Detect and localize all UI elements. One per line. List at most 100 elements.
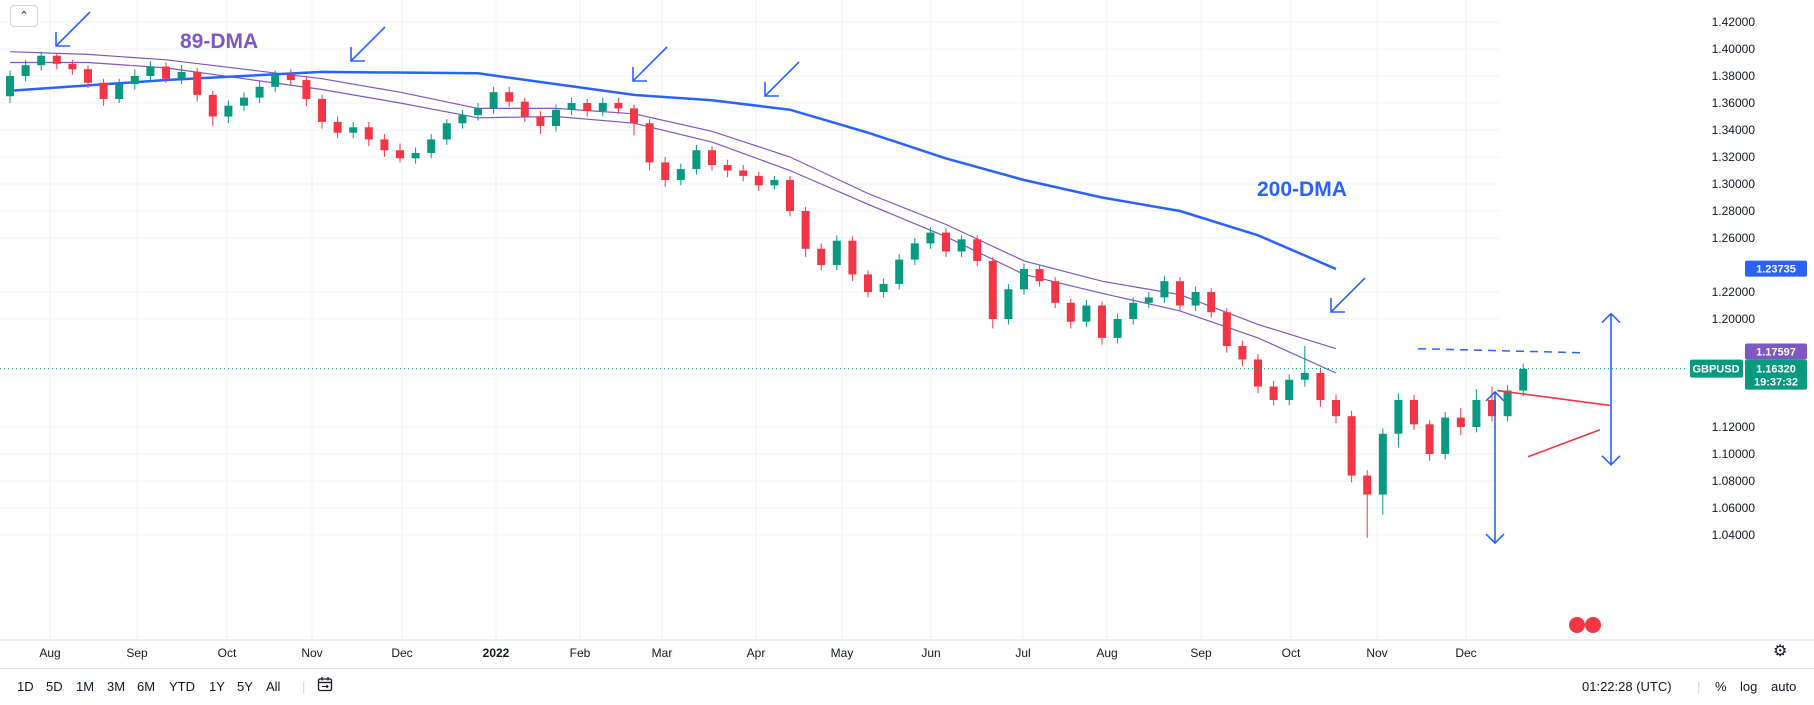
candle-body bbox=[240, 97, 248, 106]
range-1y[interactable]: 1Y bbox=[209, 679, 225, 694]
candle-body bbox=[598, 103, 607, 112]
y-tick-label: 1.20000 bbox=[1712, 312, 1756, 326]
measure-arrow-head bbox=[1601, 455, 1621, 466]
candle-body bbox=[864, 274, 872, 292]
candle-body bbox=[1207, 292, 1216, 313]
range-all[interactable]: All bbox=[266, 679, 281, 694]
candle-body bbox=[957, 239, 966, 252]
gear-icon[interactable]: ⚙ bbox=[1773, 643, 1788, 660]
candle-body bbox=[193, 71, 202, 95]
range-1d[interactable]: 1D bbox=[17, 679, 34, 694]
candle-body bbox=[442, 123, 451, 140]
candle-body bbox=[271, 74, 280, 87]
price-axis[interactable]: 1.42000 1.40000 1.38000 1.36000 1.34000 1.320… bbox=[1712, 15, 1756, 542]
candle-body bbox=[458, 115, 467, 124]
y-tick-label: 1.10000 bbox=[1712, 447, 1756, 461]
ma-line bbox=[9, 51, 1337, 350]
candle-body bbox=[817, 248, 826, 265]
candle-body bbox=[661, 162, 670, 180]
candle-body bbox=[208, 94, 217, 117]
pointer-arrow bbox=[1330, 277, 1366, 313]
candle-body bbox=[832, 240, 841, 265]
range-5y[interactable]: 5Y bbox=[237, 679, 253, 694]
candle-body bbox=[302, 80, 311, 99]
candle-body bbox=[879, 283, 888, 292]
candle-body bbox=[333, 121, 342, 133]
range-1m[interactable]: 1M bbox=[76, 679, 95, 694]
candle-body bbox=[84, 69, 92, 83]
candle-body bbox=[1410, 400, 1418, 425]
candle-body bbox=[21, 65, 30, 76]
candle-body bbox=[1051, 281, 1060, 303]
y-tick-label: 1.28000 bbox=[1712, 204, 1756, 218]
candle-body bbox=[1082, 305, 1091, 322]
candle-body bbox=[6, 76, 14, 97]
y-tick-label: 1.40000 bbox=[1712, 42, 1756, 56]
candle-body bbox=[52, 55, 61, 64]
x-tick-label: Jul bbox=[1015, 646, 1030, 660]
candle-body bbox=[130, 76, 139, 85]
wedge-upper-line bbox=[1496, 389, 1611, 407]
candle-body bbox=[723, 165, 732, 171]
candle-body bbox=[505, 92, 514, 102]
x-tick-label: Aug bbox=[1096, 646, 1117, 660]
range-3m[interactable]: 3M bbox=[107, 679, 126, 694]
candle-body bbox=[1347, 416, 1356, 476]
candle-body bbox=[708, 150, 716, 166]
candle-body bbox=[848, 240, 857, 275]
percent-toggle[interactable]: % bbox=[1715, 679, 1727, 694]
x-tick-label: Oct bbox=[218, 646, 237, 660]
candle-body bbox=[1269, 386, 1278, 400]
candle-body bbox=[583, 103, 592, 112]
x-tick-label: Feb bbox=[570, 646, 591, 660]
candle-body bbox=[645, 123, 654, 163]
candle-body bbox=[1425, 424, 1434, 454]
candle-body bbox=[1285, 379, 1294, 400]
y-tick-label: 1.42000 bbox=[1712, 15, 1756, 29]
candle-body bbox=[1129, 302, 1138, 319]
range-6m[interactable]: 6M bbox=[137, 679, 156, 694]
price-badges: 1.237351.175971.16025GBPUSD1.1632019:37:… bbox=[1690, 260, 1807, 390]
x-tick-label: Sep bbox=[1190, 646, 1212, 660]
bar-countdown: 19:37:32 bbox=[1754, 377, 1798, 389]
candle-body bbox=[115, 84, 124, 99]
price-badge bbox=[1745, 343, 1807, 360]
candle-body bbox=[1519, 368, 1528, 391]
calendar-range-icon[interactable] bbox=[317, 676, 333, 692]
candle-body bbox=[676, 169, 685, 180]
x-tick-label: Oct bbox=[1282, 646, 1301, 660]
x-tick-label: Dec bbox=[391, 646, 412, 660]
candle-body bbox=[37, 55, 46, 66]
time-axis[interactable]: Aug Sep Oct Nov Dec 2022 Feb Mar Apr May Jun Jul Aug… bbox=[0, 639, 1814, 660]
range-5d[interactable]: 5D bbox=[46, 679, 63, 694]
candle-body bbox=[692, 150, 701, 170]
log-toggle[interactable]: log bbox=[1740, 679, 1758, 694]
drawings bbox=[0, 11, 1688, 633]
y-tick-label: 1.08000 bbox=[1712, 474, 1756, 488]
candle-body bbox=[1316, 373, 1325, 400]
candle-body bbox=[614, 103, 623, 109]
candle-body bbox=[1254, 359, 1262, 387]
pointer-arrow bbox=[55, 11, 91, 47]
candle-body bbox=[801, 211, 810, 249]
candle-body bbox=[552, 109, 560, 126]
candle-body bbox=[396, 150, 404, 159]
pointer-arrow-head bbox=[55, 32, 70, 47]
candles bbox=[6, 51, 1528, 538]
candle-body bbox=[1004, 289, 1013, 319]
candle-body bbox=[1160, 281, 1169, 298]
candle-body bbox=[754, 175, 763, 186]
x-tick-label: Dec bbox=[1455, 646, 1476, 660]
candle-body bbox=[177, 71, 186, 79]
candle-body bbox=[926, 232, 935, 244]
range-ytd[interactable]: YTD bbox=[169, 679, 195, 694]
candle-body bbox=[1191, 292, 1200, 306]
utc-clock[interactable]: 01:22:28 (UTC) bbox=[1582, 679, 1672, 694]
auto-toggle[interactable]: auto bbox=[1771, 679, 1797, 694]
chevron-up-icon[interactable]: ⌃ bbox=[10, 5, 38, 27]
y-tick-label: 1.04000 bbox=[1712, 528, 1756, 542]
y-tick-label: 1.06000 bbox=[1712, 501, 1756, 515]
ma89-label: 89-DMA bbox=[180, 30, 258, 53]
toolbar-divider: | bbox=[302, 679, 306, 694]
